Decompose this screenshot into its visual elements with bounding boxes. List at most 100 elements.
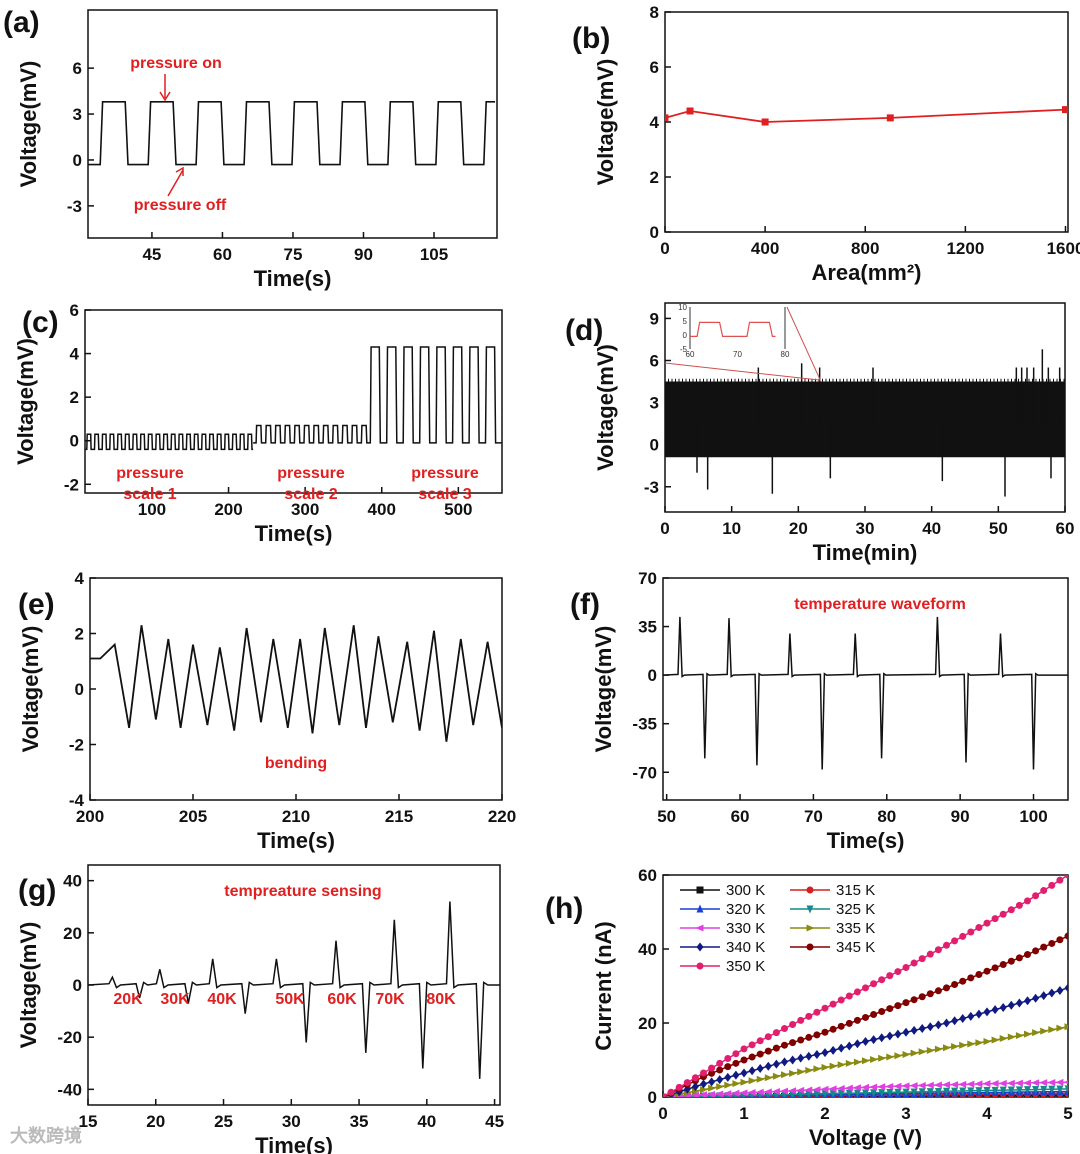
marker-circle: [829, 1025, 837, 1033]
inset: 60 70 80 -5 0 5 10: [664, 303, 821, 381]
marker-circle: [724, 1063, 732, 1071]
marker-circle: [700, 1069, 707, 1077]
panel-d: (d)0 10 20 30 40 50 60-30369Time(min)Voltage(m…: [565, 302, 1074, 565]
x-tick-label: 90: [354, 245, 373, 264]
marker-triangle-left: [998, 1079, 1007, 1087]
marker-circle: [716, 1066, 724, 1074]
y-tick-label: 0: [75, 680, 84, 699]
marker-triangle-left: [780, 1087, 789, 1095]
annotation: scale 3: [418, 486, 471, 503]
marker-circle: [696, 962, 704, 970]
marker-circle: [926, 990, 934, 998]
annotation: pressure: [277, 465, 345, 482]
y-tick-label: 0: [648, 1088, 657, 1107]
marker-triangle-left: [836, 1084, 845, 1092]
zoom-connector: [664, 362, 821, 381]
marker-triangle-left: [885, 1082, 894, 1090]
y-tick-label: 4: [70, 345, 80, 364]
marker-circle: [837, 996, 845, 1004]
marker-triangle-right: [951, 1043, 960, 1051]
x-tick-label: 210: [282, 807, 310, 826]
y-tick-label: -2: [69, 736, 84, 755]
marker-circle: [1048, 881, 1056, 889]
marker-triangle-left: [690, 1091, 699, 1097]
y-tick-label: 6: [73, 59, 82, 78]
temperature-label: 50K: [275, 991, 305, 1008]
marker-triangle-left: [1006, 1079, 1015, 1087]
marker-diamond: [894, 1029, 902, 1039]
marker-triangle-left: [958, 1080, 967, 1088]
marker-circle: [837, 1022, 845, 1030]
marker-triangle-down: [862, 1089, 869, 1097]
marker-circle: [740, 1056, 748, 1064]
marker-triangle-right: [1032, 1029, 1041, 1037]
marker-triangle-right: [943, 1044, 952, 1052]
data-line: [90, 625, 502, 742]
legend-label: 330 K: [726, 920, 765, 937]
marker-circle: [845, 1019, 853, 1027]
marker-triangle-down: [910, 1088, 918, 1097]
x-tick-label: 60: [731, 807, 750, 826]
marker-circle: [675, 1083, 683, 1091]
marker-triangle-right: [813, 1065, 822, 1073]
marker-triangle-right: [829, 1062, 838, 1070]
marker-diamond: [1040, 991, 1048, 1001]
marker-circle: [805, 1012, 813, 1020]
marker-diamond: [1064, 983, 1068, 993]
marker-circle: [772, 1029, 780, 1037]
signal-line: [88, 901, 500, 1079]
legend-label: 340 K: [726, 939, 765, 956]
marker-circle: [821, 1004, 829, 1012]
y-tick-label: 8: [650, 3, 659, 22]
marker-triangle-right: [861, 1057, 870, 1065]
x-tick-label: 15: [79, 1112, 98, 1131]
y-tick-label: 20: [638, 1014, 657, 1033]
marker-triangle-left: [747, 1089, 756, 1097]
marker-circle: [853, 988, 861, 996]
y-tick-label: 2: [75, 625, 84, 644]
marker-circle: [918, 993, 926, 1001]
x-tick-label: 45: [142, 245, 161, 264]
y-tick-label: 0: [73, 976, 82, 995]
x-tick-label: 75: [284, 245, 303, 264]
temperature-label: 80K: [426, 991, 456, 1008]
marker-circle: [886, 1005, 894, 1013]
marker-triangle-down: [975, 1087, 983, 1096]
marker-triangle-down: [870, 1089, 878, 1097]
marker-diamond: [756, 1064, 764, 1074]
x-tick-label: 400: [751, 239, 779, 258]
temperature-label: 40K: [207, 991, 237, 1008]
marker-circle: [813, 1008, 821, 1016]
marker-triangle-right: [1040, 1027, 1049, 1035]
marker-triangle-right: [878, 1054, 887, 1062]
x-tick-label: 45: [485, 1112, 504, 1131]
marker-triangle-down: [1048, 1085, 1056, 1094]
plot-area: [85, 346, 502, 451]
marker-triangle-right: [789, 1069, 798, 1077]
marker-triangle-down: [829, 1090, 837, 1097]
marker-circle: [663, 1093, 667, 1097]
y-tick-label: 20: [63, 924, 82, 943]
x-tick-label: 2: [820, 1104, 829, 1123]
marker-triangle-right: [934, 1045, 943, 1053]
legend-label: 315 K: [836, 882, 875, 899]
panel-label: (b): [572, 22, 610, 55]
legend-label: 300 K: [726, 882, 765, 899]
plot-area: [88, 101, 496, 166]
marker-triangle-right: [772, 1072, 781, 1080]
marker-diamond: [943, 1018, 950, 1028]
plot-frame: [664, 11, 1069, 233]
y-axis-title: Voltage(mV): [16, 61, 41, 188]
marker-triangle-left: [925, 1081, 934, 1089]
y-tick-label: -35: [632, 715, 657, 734]
marker-circle: [781, 1025, 788, 1033]
legend: 300 K 315 K 320 K 325 K 330 K 335 K 340 K 345 K…: [680, 882, 875, 975]
y-axis-title: Voltage(mV): [18, 626, 43, 753]
marker-diamond: [764, 1061, 772, 1071]
marker-triangle-right: [691, 1087, 700, 1095]
marker-circle: [975, 924, 983, 932]
marker-circle: [926, 950, 934, 958]
x-tick-label: 0: [660, 239, 669, 258]
marker-triangle-right: [699, 1086, 708, 1094]
zoom-connector: [786, 306, 821, 381]
